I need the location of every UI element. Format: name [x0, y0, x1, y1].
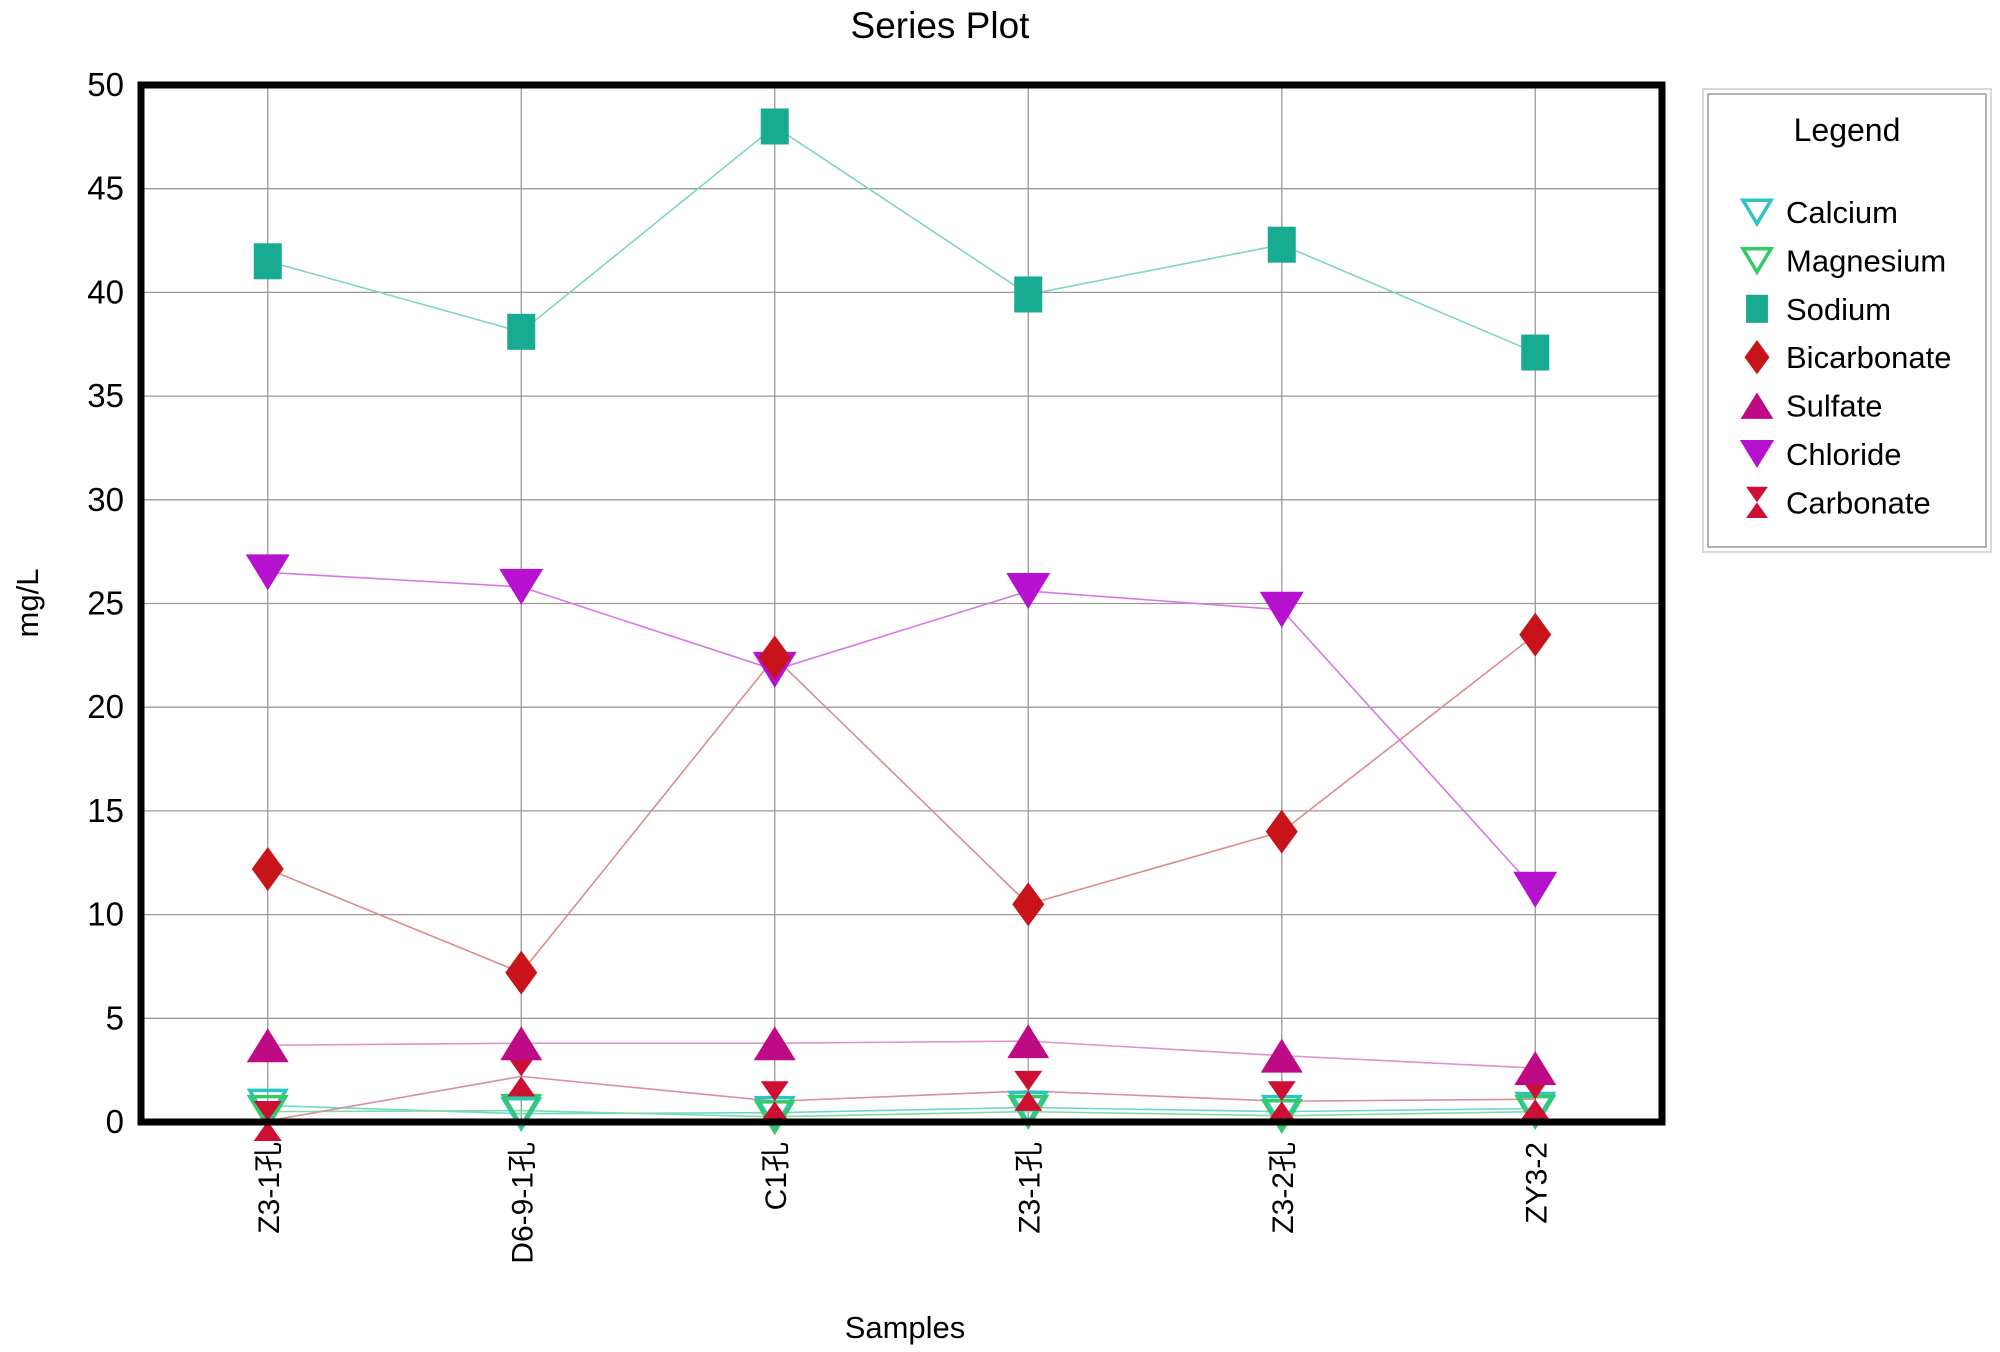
marker-sulfate-2: [753, 1026, 796, 1061]
x-tick-label: ZY3-2: [1520, 1142, 1553, 1224]
y-tick-label: 45: [87, 170, 124, 207]
legend-item-bicarbonate: Bicarbonate: [1744, 340, 1951, 375]
x-axis-label: Samples: [845, 1310, 966, 1345]
x-tick-label: Z3-1孔: [1013, 1142, 1046, 1234]
series-line-magnesium: [267, 1109, 1536, 1118]
marker-sulfate-0: [246, 1028, 289, 1063]
marker-sulfate-3: [1007, 1024, 1050, 1059]
marker-sodium-2: [760, 108, 789, 145]
series-line-carbonate: [267, 1075, 1536, 1122]
marker-sodium-0: [253, 243, 282, 280]
marker-bicarbonate-2: [758, 635, 791, 680]
marker-sulfate-1: [500, 1026, 543, 1061]
x-tick-label: Z3-2孔: [1267, 1142, 1300, 1234]
y-tick-label: 5: [106, 999, 124, 1036]
marker-bicarbonate-3: [1012, 882, 1045, 927]
legend-item-label: Sodium: [1786, 292, 1891, 327]
calcium-legend-marker-icon: [1739, 198, 1775, 228]
y-tick-label: 30: [87, 481, 124, 518]
marker-bicarbonate-5: [1519, 612, 1552, 657]
legend-item-chloride: Chloride: [1739, 437, 1901, 472]
marker-bicarbonate-4: [1265, 809, 1298, 854]
legend-item-label: Carbonate: [1786, 485, 1931, 520]
marker-chloride-4: [1259, 591, 1304, 628]
plot-border: [137, 81, 1666, 1126]
legend-item-label: Sulfate: [1786, 389, 1883, 424]
marker-chloride-5: [1513, 871, 1558, 908]
legend-item-sodium: Sodium: [1746, 292, 1891, 327]
sodium-legend-marker-icon: [1746, 294, 1768, 323]
legend-item-label: Magnesium: [1786, 243, 1946, 278]
y-tick-label: 10: [87, 896, 124, 933]
legend-item-sulfate: Sulfate: [1740, 389, 1883, 424]
chart-title: Series Plot: [851, 5, 1031, 46]
gridlines: [141, 85, 1662, 1122]
legend-item-magnesium: Magnesium: [1739, 243, 1946, 278]
legend-item-carbonate: Carbonate: [1746, 485, 1931, 520]
legend-items: Calcium Magnesium Sodium Bicarbonate Sulfate…: [1739, 195, 1951, 520]
marker-chloride-1: [499, 568, 544, 605]
y-tick-label: 15: [87, 792, 124, 829]
x-tick-label: Z3-1孔: [253, 1142, 286, 1234]
series-markers: [245, 108, 1558, 1141]
marker-sodium-4: [1267, 226, 1296, 263]
bicarbonate-legend-marker-icon: [1744, 340, 1770, 375]
legend-item-label: Chloride: [1786, 437, 1901, 472]
marker-bicarbonate-1: [505, 950, 538, 995]
carbonate-legend-marker-icon: [1746, 486, 1768, 518]
y-tick-label: 35: [87, 377, 124, 414]
marker-sulfate-5: [1514, 1051, 1557, 1086]
sulfate-legend-marker-icon: [1740, 392, 1774, 419]
legend-item-calcium: Calcium: [1739, 195, 1898, 230]
series-line-sulfate: [267, 1040, 1536, 1069]
y-tick-label: 0: [106, 1103, 124, 1140]
marker-sodium-5: [1521, 334, 1550, 371]
legend-item-label: Calcium: [1786, 195, 1898, 230]
series-line-chloride: [267, 571, 1536, 891]
y-tick-label: 20: [87, 688, 124, 725]
y-tick-label: 40: [87, 273, 124, 310]
legend-item-label: Bicarbonate: [1786, 340, 1951, 375]
x-tick-label: D6-9-1孔: [506, 1142, 539, 1264]
series-line-sodium: [267, 125, 1536, 354]
y-tick-label: 50: [87, 66, 124, 103]
x-axis-tick-labels: Z3-1孔 D6-9-1孔 C1孔 Z3-1孔 Z3-2孔 ZY3-2: [253, 1142, 1554, 1264]
marker-chloride-0: [245, 554, 290, 591]
marker-carbonate-5: [1521, 1079, 1550, 1120]
marker-sodium-3: [1014, 276, 1043, 313]
series-lines: [267, 125, 1536, 1122]
marker-magnesium-0: [246, 1094, 289, 1131]
marker-bicarbonate-0: [251, 846, 284, 891]
series-line-bicarbonate: [267, 633, 1536, 974]
legend: Legend Calcium Magnesium Sodium Bicarbonate…: [1702, 88, 1992, 553]
magnesium-legend-marker-icon: [1739, 246, 1775, 276]
marker-chloride-3: [1006, 573, 1051, 610]
series-line-calcium: [267, 1104, 1536, 1115]
x-tick-label: C1孔: [760, 1142, 793, 1210]
marker-carbonate-4: [1267, 1081, 1296, 1122]
legend-title: Legend: [1794, 112, 1901, 148]
marker-carbonate-1: [507, 1056, 536, 1097]
marker-sodium-1: [507, 313, 536, 350]
marker-carbonate-3: [1014, 1070, 1043, 1111]
marker-carbonate-2: [760, 1081, 789, 1122]
y-axis-tick-labels: 0 5 10 15 20 25 30 35 40 45 50: [87, 66, 124, 1140]
y-axis-label: mg/L: [10, 569, 45, 638]
marker-sulfate-4: [1260, 1038, 1303, 1073]
chloride-legend-marker-icon: [1739, 439, 1775, 469]
y-tick-label: 25: [87, 585, 124, 622]
